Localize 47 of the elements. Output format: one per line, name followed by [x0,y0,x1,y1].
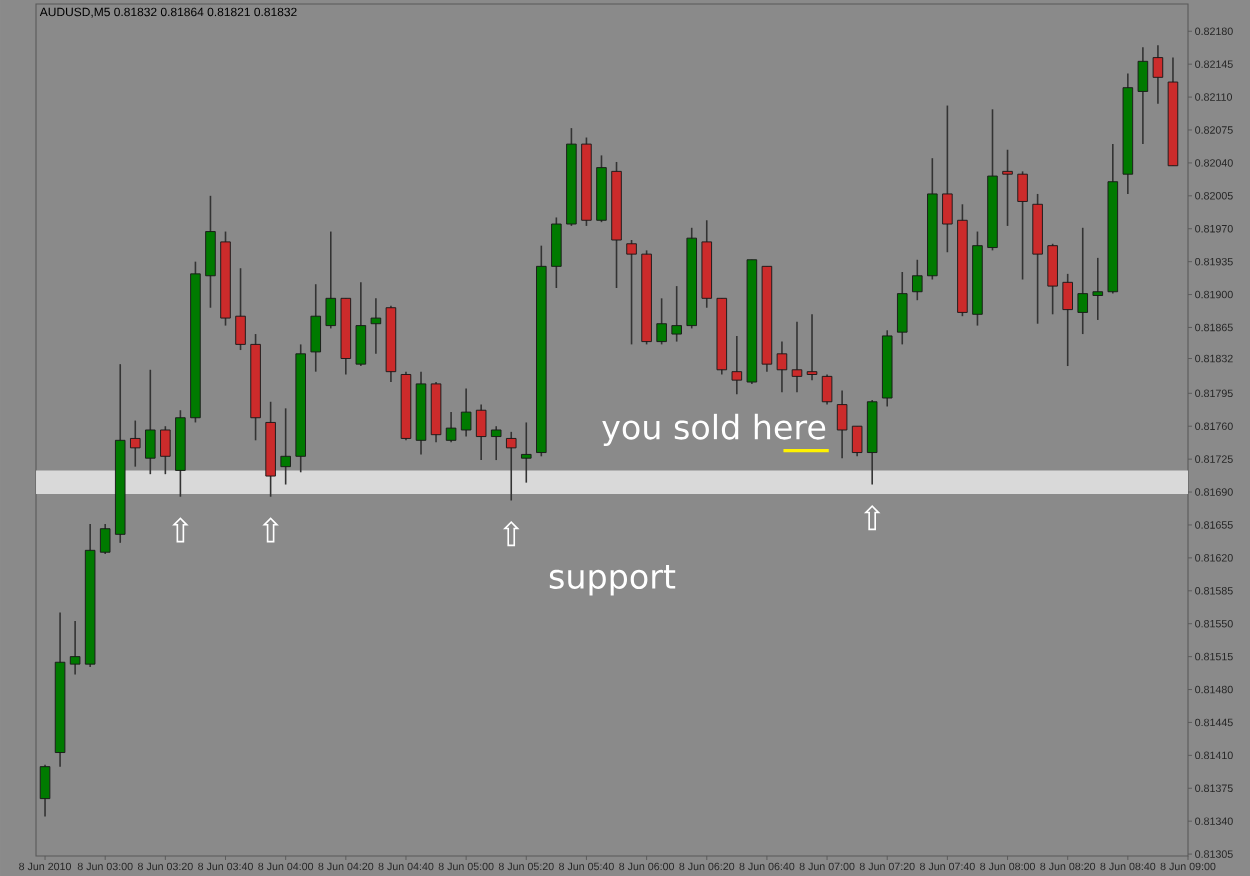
candlestick [671,285,682,343]
candlestick [1077,226,1089,335]
candlestick [1152,44,1164,105]
candlestick [1017,170,1028,281]
candlestick [475,403,487,461]
candlestick [1062,273,1073,367]
candlestick [69,620,81,676]
annotation: ⇧ [502,521,520,547]
candlestick [99,523,111,555]
candlestick [325,230,337,330]
candlestick [355,281,367,367]
candlestick [656,297,667,346]
annotation: ⇧ [262,517,279,543]
candlestick [776,340,788,394]
candlestick [1002,148,1013,227]
candlestick [806,313,818,381]
candlestick [1047,242,1058,316]
candlestick [205,195,216,309]
candlestick [39,763,51,818]
candlestick [626,239,637,346]
candlestick [445,411,457,443]
candlestick [370,297,382,355]
candlestick [851,425,863,458]
annotation: ⇧ [172,517,189,543]
candlestick [235,267,246,351]
candlestick [129,419,141,468]
candlestick [460,387,472,438]
annotation: you sold here [602,413,826,447]
annotation: ⇧ [863,505,881,531]
candlestick [1137,46,1149,145]
candlestick [280,407,291,486]
candlestick [310,283,322,373]
candlestick [942,104,953,254]
candlestick [490,425,502,461]
candlestick [551,216,562,289]
candlestick [1092,257,1104,321]
candlestick [836,389,848,459]
candlestick [160,425,171,475]
candlestick [505,431,517,502]
candlestick [791,321,803,394]
candlestick [821,373,833,406]
candlestick [145,368,156,475]
band-label: support [549,565,676,596]
candlestick [896,271,908,346]
candlestick [912,258,923,302]
candlestick [731,335,743,396]
candlestick [521,421,532,484]
